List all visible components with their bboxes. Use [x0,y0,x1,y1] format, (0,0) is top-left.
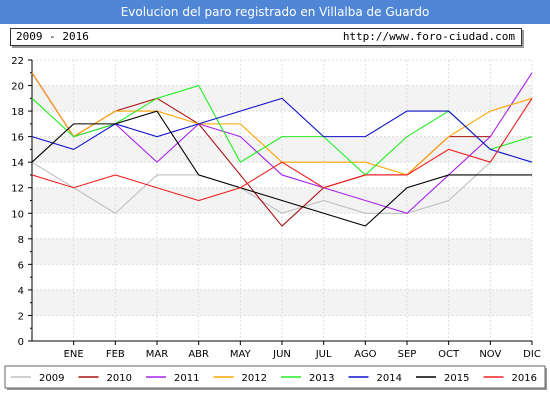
y-tick-label: 10 [11,209,24,220]
x-tick-label: JUL [315,349,332,360]
y-tick-label: 22 [11,56,24,67]
x-tick-label: ENE [64,349,84,360]
x-tick-label: DIC [523,349,541,360]
y-tick-label: 18 [11,107,24,118]
y-tick-label: 0 [18,337,24,348]
x-tick-label: ABR [188,349,209,360]
x-tick-label: FEB [106,349,125,360]
y-tick-label: 20 [11,82,24,93]
y-tick-label: 14 [11,158,24,169]
period-label: 2009 - 2016 [16,30,89,43]
x-tick-label: JUN [272,349,291,360]
y-tick-label: 2 [18,311,24,322]
info-box: 2009 - 2016 http://www.foro-ciudad.com [10,28,522,46]
chart-title: Evolucion del paro registrado en Villalb… [0,0,550,24]
y-tick-label: 8 [18,235,24,246]
x-tick-label: NOV [479,349,501,360]
legend-label-2014: 2014 [377,373,402,384]
y-tick-label: 12 [11,184,24,195]
legend-box [4,365,546,389]
y-tick-label: 16 [11,133,24,144]
legend-label-2012: 2012 [242,373,267,384]
x-tick-label: MAY [230,349,252,360]
y-tick-label: 4 [18,286,24,297]
x-tick-label: SEP [398,349,417,360]
legend-label-2015: 2015 [444,373,469,384]
series-line-2016 [31,98,533,202]
legend-label-2010: 2010 [107,373,132,384]
legend-label-2016: 2016 [512,373,537,384]
x-tick-label: AGO [354,349,376,360]
series-line-2015 [31,110,532,227]
x-tick-label: MAR [146,349,168,360]
legend-label-2011: 2011 [174,373,199,384]
legend-label-2013: 2013 [309,373,334,384]
x-tick-label: OCT [438,349,460,360]
source-url: http://www.foro-ciudad.com [342,30,515,43]
legend-label-2009: 2009 [39,373,64,384]
background-band [32,289,532,316]
y-tick-label: 6 [18,260,24,271]
